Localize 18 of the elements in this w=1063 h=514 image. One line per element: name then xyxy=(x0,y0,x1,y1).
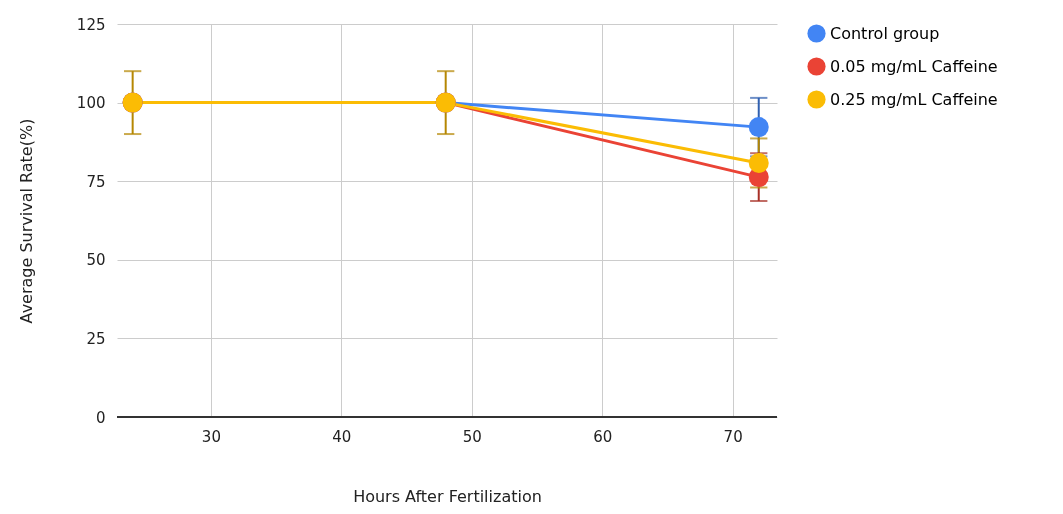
y-tick-label: 25 xyxy=(86,329,106,348)
y-tick-label: 125 xyxy=(76,15,106,34)
y-axis-title: Average Survival Rate(%) xyxy=(16,118,36,324)
x-tick-label: 50 xyxy=(462,427,482,446)
x-axis-title: Hours After Fertilization xyxy=(353,486,542,506)
y-tick-label: 0 xyxy=(95,408,106,427)
x-tick-label: 60 xyxy=(593,427,613,446)
x-tick-label: 70 xyxy=(723,427,743,446)
legend-label: 0.05 mg/mL Caffeine xyxy=(830,56,998,76)
y-tick-label: 75 xyxy=(86,172,106,191)
legend-label: 0.25 mg/mL Caffeine xyxy=(830,89,998,109)
x-tick-label: 30 xyxy=(201,427,221,446)
y-tick-label: 50 xyxy=(86,251,106,270)
y-tick-label: 100 xyxy=(76,94,106,113)
x-tick-label: 40 xyxy=(332,427,352,446)
legend-label: Control group xyxy=(830,23,940,43)
point xyxy=(748,152,769,173)
point xyxy=(748,117,769,138)
